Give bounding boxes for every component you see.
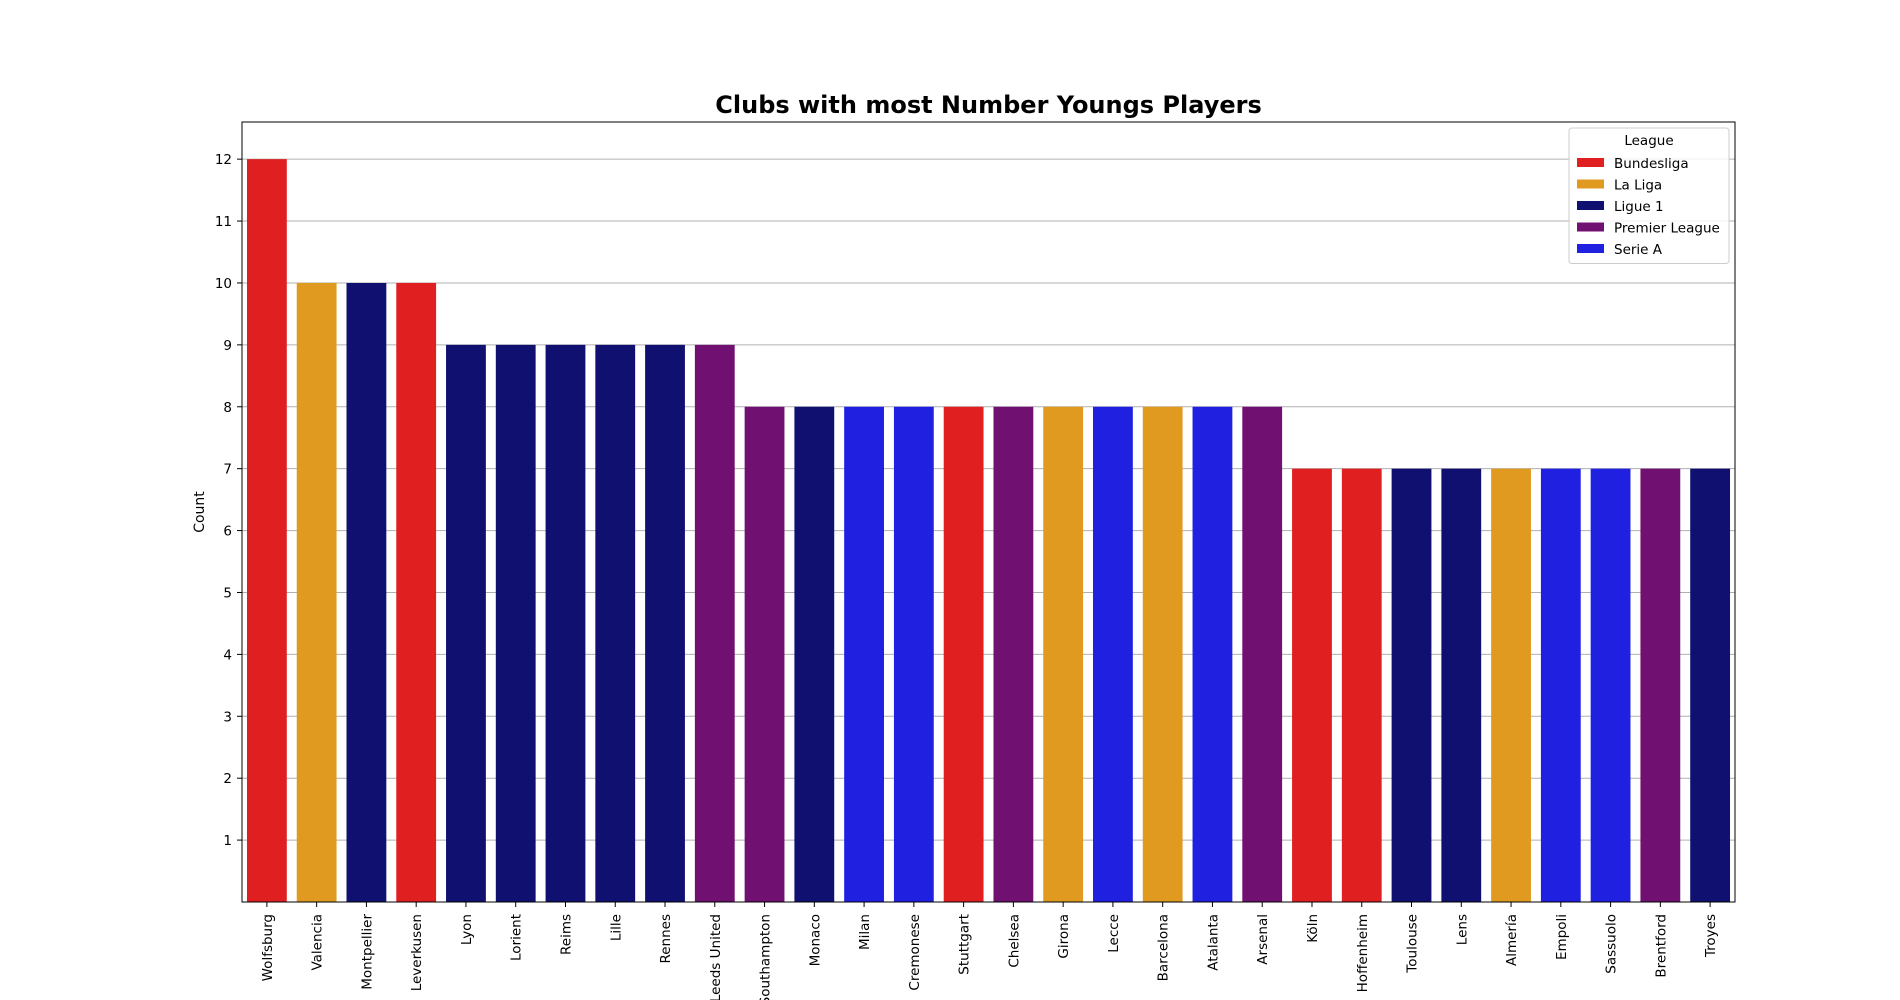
bar (1441, 468, 1482, 902)
x-tick-label: Brentford (1653, 914, 1669, 978)
x-tick-label: Montpellier (359, 914, 375, 990)
x-tick-label: Barcelona (1156, 914, 1172, 981)
legend-label: Premier League (1614, 221, 1720, 237)
x-tick-label: Lille (608, 914, 624, 941)
x-tick-label: Leeds United (708, 914, 724, 1000)
bar (694, 344, 735, 902)
x-tick-label: Atalanta (1205, 914, 1221, 971)
bar (1690, 468, 1731, 902)
bar (495, 344, 536, 902)
y-tick-label: 4 (223, 647, 232, 663)
bar (1640, 468, 1681, 902)
x-tick-label: Cremonese (907, 914, 923, 991)
y-tick-label: 11 (215, 214, 232, 230)
y-axis-label: Count (192, 491, 208, 533)
bar (545, 344, 586, 902)
bar (1192, 406, 1233, 902)
legend-swatch (1577, 244, 1604, 253)
x-tick-label: Arsenal (1255, 914, 1271, 965)
legend-box (1568, 127, 1730, 264)
bar (1391, 468, 1432, 902)
bar (396, 282, 437, 902)
x-tick-label: Monaco (807, 914, 823, 966)
x-tick-label: Reims (558, 914, 574, 955)
x-tick-label: Wolfsburg (260, 914, 276, 981)
bar (1292, 468, 1332, 902)
x-tick-label: Sassuolo (1604, 914, 1620, 974)
plot-frame (241, 121, 1736, 903)
legend-swatch (1577, 158, 1604, 167)
x-tick-label: Lecce (1106, 914, 1122, 953)
bar (794, 406, 835, 902)
bar (993, 406, 1034, 902)
bar (1142, 406, 1183, 902)
x-tick-label: Hoffenheim (1355, 914, 1371, 992)
bar (943, 406, 984, 902)
x-tick-label: Chelsea (1006, 914, 1022, 968)
bar (744, 406, 785, 902)
grid-lines (242, 158, 1735, 841)
legend: League Bundesliga La Liga Ligue 1 Premier L… (1568, 127, 1730, 264)
bar (346, 282, 387, 902)
y-tick-label: 8 (223, 400, 232, 416)
x-tick-label: Milan (857, 914, 873, 950)
x-tick-label: Lorient (509, 914, 525, 961)
x-tick-label: Köln (1305, 914, 1321, 943)
bar (1043, 406, 1084, 902)
bar (1540, 468, 1581, 902)
y-tick-label: 1 (223, 833, 232, 849)
y-tick-label: 9 (223, 338, 232, 354)
x-tick-label: Lens (1454, 914, 1470, 945)
bar (595, 344, 636, 902)
bar (1093, 406, 1133, 902)
x-tick-label: Rennes (658, 914, 674, 964)
bar (446, 344, 486, 902)
x-tick-label: Stuttgart (957, 914, 973, 975)
x-tick-label: Southampton (758, 914, 774, 1000)
bars (246, 159, 1731, 903)
bar (1491, 468, 1531, 902)
legend-swatch (1577, 222, 1604, 232)
x-tick-label: Toulouse (1405, 914, 1421, 974)
x-tick-label: Girona (1056, 914, 1072, 959)
legend-label: Bundesliga (1614, 156, 1689, 172)
bar (1242, 406, 1283, 902)
bar (246, 159, 287, 903)
x-tick-label: Troyes (1703, 914, 1719, 958)
x-tick-label: Lyon (459, 914, 475, 945)
chart-title: Clubs with most Number Youngs Players (715, 91, 1261, 119)
bar (296, 282, 337, 902)
x-tick-label: Empoli (1554, 914, 1570, 960)
legend-swatch (1577, 201, 1604, 210)
y-tick-label: 5 (223, 585, 232, 601)
y-tick-label: 6 (223, 524, 232, 540)
y-tick-label: 2 (223, 771, 232, 787)
bar (645, 344, 685, 902)
legend-swatch (1577, 179, 1604, 189)
bar (1590, 468, 1631, 902)
x-tick-label: Leverkusen (409, 914, 425, 991)
bar (844, 406, 884, 902)
legend-items: Bundesliga La Liga Ligue 1 Premier League Se… (1577, 156, 1720, 258)
legend-label: Serie A (1614, 242, 1663, 258)
legend-label: Ligue 1 (1614, 199, 1664, 215)
y-tick-label: 7 (223, 462, 232, 478)
y-tick-label: 12 (215, 152, 232, 168)
bar (1341, 468, 1382, 902)
bar (893, 406, 934, 902)
legend-title: League (1624, 133, 1673, 149)
y-tick-label: 10 (215, 276, 232, 292)
x-ticks: Wolfsburg Valencia Montpellier Leverkusen Ly… (260, 902, 1719, 1000)
legend-label: La Liga (1614, 178, 1662, 194)
x-tick-label: Almería (1504, 914, 1520, 966)
y-tick-label: 3 (223, 709, 232, 725)
x-tick-label: Valencia (310, 914, 326, 971)
